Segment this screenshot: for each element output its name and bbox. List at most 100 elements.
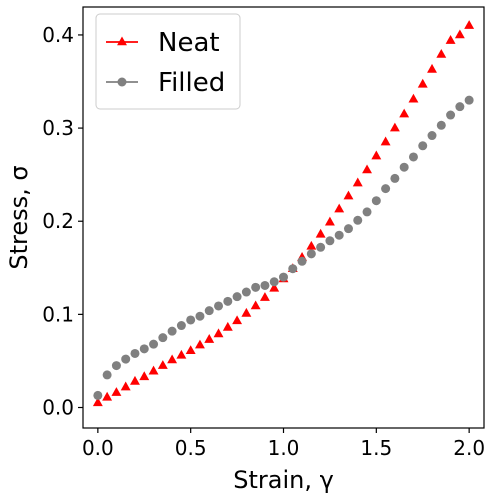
neat-point	[408, 93, 419, 103]
filled-point	[214, 301, 224, 311]
filled-point	[325, 236, 335, 246]
filled-point	[158, 333, 168, 343]
filled-point	[390, 173, 400, 183]
filled-point	[464, 95, 474, 105]
neat-point	[102, 391, 113, 401]
neat-point	[130, 375, 140, 385]
y-axis: 0.0 0.1 0.2 0.3 0.4	[42, 23, 83, 420]
filled-point	[353, 215, 363, 225]
legend: Neat Filled	[95, 13, 241, 110]
filled-point	[279, 272, 288, 282]
legend-label-neat: Neat	[158, 28, 220, 58]
x-tick-label: 0.5	[175, 436, 207, 460]
neat-point	[334, 203, 345, 213]
filled-point	[232, 292, 242, 302]
neat-point	[454, 29, 465, 39]
filled-point	[371, 196, 381, 206]
neat-point	[259, 292, 270, 301]
x-tick-label: 1.5	[360, 436, 392, 460]
filled-point	[195, 311, 205, 321]
neat-point	[417, 78, 428, 88]
x-tick-label: 2.0	[453, 436, 485, 460]
filled-point	[288, 264, 298, 274]
filled-point	[381, 184, 391, 194]
neat-point	[324, 216, 335, 226]
y-tick-label: 0.1	[42, 302, 74, 326]
neat-point	[222, 321, 233, 331]
filled-point	[418, 141, 428, 151]
neat-point	[399, 108, 410, 118]
filled-point	[176, 321, 186, 331]
neat-point	[204, 334, 215, 343]
x-axis: 0.0 0.5 1.0 1.5 2.0	[82, 428, 485, 460]
filled-point	[130, 348, 140, 358]
neat-point	[436, 49, 447, 58]
neat-point	[362, 164, 372, 174]
filled-point	[139, 344, 149, 354]
filled-point	[455, 102, 465, 112]
x-tick-label: 1.0	[268, 436, 300, 460]
neat-point	[167, 354, 178, 364]
legend-label-filled: Filled	[158, 68, 225, 98]
filled-point	[436, 120, 446, 130]
neat-point	[389, 122, 400, 132]
y-tick-label: 0.2	[42, 209, 74, 233]
neat-point	[427, 63, 437, 73]
filled-point	[297, 256, 307, 266]
x-tick-label: 0.0	[82, 436, 114, 460]
neat-point	[380, 136, 391, 146]
filled-point	[343, 224, 353, 234]
filled-point	[306, 249, 316, 259]
neat-point	[139, 371, 150, 381]
filled-point	[399, 162, 409, 172]
filled-point	[251, 282, 261, 292]
filled-point	[186, 315, 196, 325]
y-tick-label: 0.3	[42, 116, 74, 140]
legend-item-filled: Filled	[106, 68, 225, 98]
filled-point	[241, 287, 251, 297]
filled-point	[362, 207, 372, 217]
neat-point	[306, 240, 317, 250]
filled-point	[121, 354, 131, 364]
neat-point	[176, 349, 187, 359]
filled-point	[316, 242, 326, 252]
neat-point	[213, 328, 224, 338]
neat-point	[250, 300, 261, 310]
neat-point	[148, 365, 159, 375]
filled-point	[102, 370, 112, 380]
neat-point	[185, 345, 196, 354]
neat-point	[269, 282, 280, 292]
x-axis-label: Strain, γ	[233, 466, 334, 494]
y-axis-label: Stress, σ	[5, 165, 33, 269]
filled-point	[111, 361, 121, 371]
filled-point	[93, 390, 103, 400]
legend-marker-neat	[117, 36, 127, 46]
y-tick-label: 0.0	[42, 396, 74, 420]
filled-point	[408, 152, 418, 162]
filled-point	[446, 110, 456, 120]
filled-series	[93, 95, 474, 400]
legend-box	[95, 13, 241, 110]
neat-point	[195, 339, 205, 349]
neat-point	[371, 150, 382, 160]
filled-point	[269, 277, 279, 287]
neat-point	[232, 315, 243, 325]
neat-point	[92, 397, 103, 407]
filled-point	[334, 230, 344, 240]
neat-point	[120, 381, 131, 391]
filled-point	[260, 280, 270, 290]
filled-point	[149, 339, 159, 349]
neat-point	[315, 228, 326, 238]
neat-point	[111, 387, 122, 396]
legend-marker-filled	[117, 77, 127, 87]
legend-item-neat: Neat	[106, 28, 220, 58]
neat-point	[464, 20, 475, 29]
neat-point	[445, 35, 456, 44]
filled-point	[204, 306, 214, 316]
neat-point	[157, 360, 168, 369]
filled-point	[167, 326, 177, 336]
neat-point	[241, 307, 252, 317]
neat-point	[343, 190, 354, 200]
y-tick-label: 0.4	[42, 23, 74, 47]
